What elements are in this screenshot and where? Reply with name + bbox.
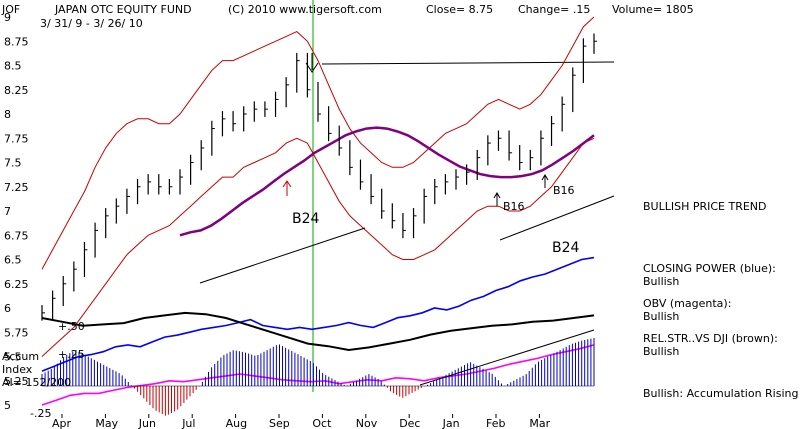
y-tick-label: 5.5 — [4, 351, 22, 364]
moving-average-line — [179, 126, 595, 237]
x-month-label: Oct — [312, 417, 332, 429]
change-value: Change= .15 — [518, 3, 590, 16]
red-up-arrow — [282, 180, 292, 196]
accum-minus25-label: -.25 — [30, 407, 51, 420]
y-tick-label: 9 — [4, 11, 11, 24]
cp-trendline-left — [199, 227, 366, 284]
x-month-label: Sep — [269, 417, 290, 429]
x-axis-months: Apr May Jun Jul Aug Sep Oct Nov Dec Jan Feb Mar — [52, 414, 551, 429]
resistance-line — [321, 61, 615, 65]
y-tick-label: 5 — [4, 399, 11, 412]
close-value: Close= 8.75 — [426, 3, 493, 16]
x-month-label: May — [95, 417, 118, 429]
fund-title: JAPAN OTC EQUITY FUND — [54, 3, 192, 16]
x-month-label: Aug — [226, 417, 247, 429]
black-up-arrow-b16-upper — [541, 174, 549, 188]
x-month-label: Dec — [399, 417, 420, 429]
b24-annotation-top: B24 — [292, 211, 320, 227]
date-range: 3/ 31/ 9 - 3/ 26/ 10 — [40, 17, 143, 30]
cp-title: CLOSING POWER (blue): — [643, 262, 776, 275]
y-axis-ticks: 9 8.75 8.5 8.25 8 7.75 7.5 7.25 7 6.75 6.5 6.25 6 5.7… — [4, 11, 29, 412]
volume-value: Volume= 1805 — [612, 3, 694, 16]
copyright-text: (C) 2010 www.tigersoft.com — [228, 3, 382, 16]
accum-trendline — [419, 329, 595, 386]
y-tick-label: 6 — [4, 302, 11, 315]
y-tick-label: 7.75 — [4, 132, 29, 145]
b24-annotation-right: B24 — [552, 240, 580, 256]
closing-power-series — [41, 256, 595, 372]
x-month-label: Nov — [356, 417, 378, 429]
y-tick-label: 8.75 — [4, 35, 29, 48]
accum-label-3: AI= 152/200 — [2, 376, 71, 389]
trend-label: BULLISH PRICE TREND — [643, 200, 767, 213]
y-tick-label: 7.25 — [4, 181, 29, 194]
y-tick-label: 7 — [4, 205, 11, 218]
accum-plus50-label: +.50 — [58, 320, 85, 333]
y-tick-label: 7.5 — [4, 157, 22, 170]
rel-str-line — [41, 311, 595, 352]
rel-str-series — [41, 311, 595, 352]
upper-band-line — [41, 16, 595, 270]
b16-annotation-lower: B16 — [503, 200, 525, 213]
lower-band-line — [41, 137, 595, 357]
x-month-label: Jun — [138, 417, 156, 429]
y-tick-label: 6.5 — [4, 254, 22, 267]
y-tick-label: 5.25 — [4, 375, 29, 388]
price-bars-series — [41, 33, 597, 321]
accum-text: Bullish: Accumulation Rising — [643, 387, 798, 400]
accum-plus25-label: +.25 — [58, 348, 85, 361]
rs-title: REL.STR..VS DJI (brown): — [643, 332, 778, 345]
y-tick-label: 8.25 — [4, 84, 29, 97]
x-month-label: Apr — [52, 417, 72, 429]
cp-trendline-right — [499, 195, 615, 241]
b16-annotation-upper: B16 — [553, 184, 575, 197]
y-tick-label: 6.75 — [4, 229, 29, 242]
x-month-label: Jan — [442, 417, 460, 429]
symbol-label: JOF — [1, 3, 20, 16]
y-tick-label: 8.5 — [4, 60, 22, 73]
accum-label-2: Index — [2, 363, 33, 376]
upper-band-series — [41, 16, 595, 270]
x-month-label: Jul — [181, 417, 195, 429]
accum-index-series — [41, 338, 595, 416]
obv-title: OBV (magenta): — [643, 297, 731, 310]
y-tick-label: 6.25 — [4, 278, 29, 291]
lower-band-series — [41, 137, 595, 357]
black-up-arrow-b16-lower — [493, 192, 501, 206]
closing-power-line — [41, 256, 595, 372]
accum-label-1: Accum — [2, 350, 39, 363]
cp-value: Bullish — [643, 275, 679, 288]
obv-value: Bullish — [643, 310, 679, 323]
x-month-label: Feb — [486, 417, 505, 429]
moving-average-series — [179, 126, 595, 237]
rs-value: Bullish — [643, 345, 679, 358]
x-month-label: Mar — [529, 417, 550, 429]
y-tick-label: 8 — [4, 108, 11, 121]
y-tick-label: 5.75 — [4, 326, 29, 339]
down-arrow-top — [305, 53, 319, 73]
